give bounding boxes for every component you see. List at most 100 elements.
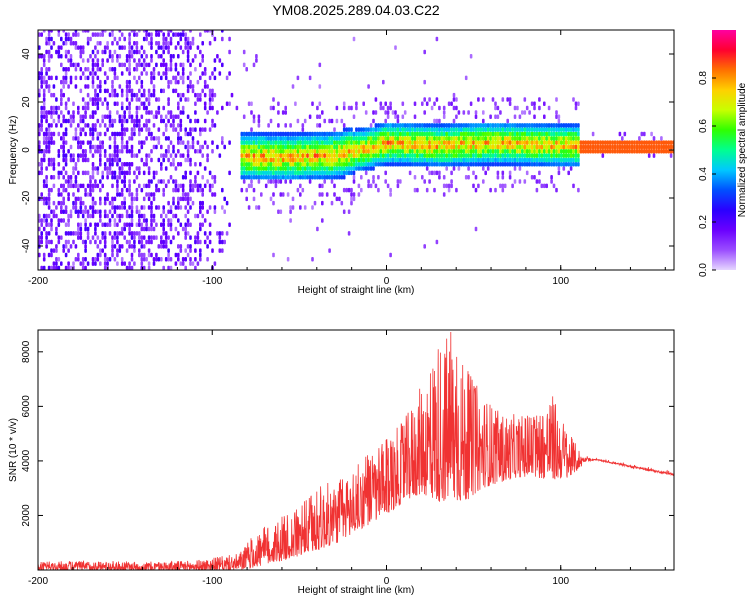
spectrogram-cell [613,140,617,145]
spectrogram-cell [206,235,209,240]
spectrogram-cell [94,179,97,184]
spectrogram-cell [552,153,556,158]
spectrogram-cell [140,261,144,266]
spectrogram-cell [501,183,505,189]
spectrogram-cell [213,261,217,266]
spectrogram-cell [247,175,251,180]
spectrogram-cell [42,75,46,81]
spectrogram-cell [142,67,146,72]
spectrogram-cell [269,131,273,137]
spectrogram-cell [472,157,475,163]
spectrogram-cell [125,58,129,63]
spectrogram-cell [96,183,100,189]
spectrogram-cell [84,84,87,89]
spectrogram-cell [586,144,590,150]
spectrogram-cell [438,123,441,128]
spectrogram-cell [133,49,136,55]
spectrogram-cell [74,127,78,132]
spectrogram-cell [130,92,134,98]
spectrogram-cell [528,127,531,132]
spectrogram-cell [155,144,158,150]
spectrogram-cell [369,153,373,158]
spectrogram-cell [157,45,161,50]
spectrogram-cell [262,131,265,137]
spectrogram-cell [474,144,478,150]
spectrogram-cell [535,149,539,154]
spectrogram-cell [367,144,370,150]
spectrogram-cell [172,179,175,184]
spectrogram-cell [403,123,407,128]
spectrogram-cell [167,118,170,124]
spectrogram-cell [60,183,63,189]
spectrogram-cell [91,49,95,55]
spectrogram-cell [125,140,129,145]
spectrogram-cell [484,140,487,145]
spectrogram-cell [403,144,407,150]
spectrogram-cell [120,105,124,111]
spectrogram-cell [84,248,87,253]
spectrogram-cell [106,222,109,227]
spectrogram-cell [286,149,290,154]
spectrogram-cell [260,153,263,158]
spectrogram-cell [135,166,139,171]
spectrogram-cell [347,149,351,154]
spectrogram-cell [547,140,551,145]
spectrogram-cell [67,67,70,72]
spectrogram-cell [594,144,597,150]
spectrogram-cell [311,166,314,171]
spectrogram-cell [174,226,178,232]
spectrogram-cell [133,239,136,245]
spectrogram-cell [247,170,251,176]
spectrogram-cell [221,30,224,33]
spectrogram-cell [47,88,51,94]
spectrogram-cell [103,45,107,50]
spectrogram-cell [94,92,97,98]
spectrogram-cell [40,123,43,128]
spectrogram-cell [162,36,165,42]
spectrogram-cell [118,84,122,89]
spectrogram-cell [123,226,126,232]
spectrogram-cell [142,205,146,210]
spectrogram-cell [94,166,97,171]
spectrogram-cell [440,131,444,137]
spectrogram-cell [74,175,78,180]
spectrogram-cell [64,105,68,111]
spectrogram-cell [201,41,204,46]
spectrogram-cell [330,149,334,154]
spectrogram-cell [211,97,214,102]
spectrogram-cell [160,257,163,262]
spectrogram-cell [189,257,192,262]
spectrogram-cell [569,149,573,154]
spectrogram-cell [167,101,170,106]
spectrogram-cell [116,235,119,240]
spectrogram-cell [138,209,141,214]
spectrogram-cell [203,231,207,236]
spectrogram-cell [557,127,561,132]
spectrogram-cell [325,131,329,137]
spectrogram-cell [269,196,273,202]
spectrogram-cell [67,213,70,219]
spectrogram-cell [84,67,87,72]
spectrogram-cell [164,41,168,46]
spectrogram-cell [96,149,100,154]
spectrogram-cell [360,144,363,150]
spectrogram-cell [313,175,317,180]
spectrogram-cell [433,149,436,154]
spectrogram-cell [386,114,390,119]
spectrogram-cell [138,248,141,253]
spectrogram-cell [120,114,124,119]
spectrogram-cell [423,131,426,137]
spectrogram-cell [550,136,553,141]
spectrogram-cell [350,140,353,145]
spectrogram-cell [177,231,180,236]
spectrogram-cell [389,162,392,167]
spectrogram-cell [191,84,195,89]
spectrogram-cell [101,175,104,180]
spectrogram-cell [550,179,553,184]
spectrogram-cell [138,123,141,128]
spectrogram-cell [91,144,95,150]
spectrogram-cell [106,196,109,202]
spectrogram-cell [340,153,344,158]
spectrogram-cell [186,149,190,154]
spectrogram-cell [518,153,522,158]
